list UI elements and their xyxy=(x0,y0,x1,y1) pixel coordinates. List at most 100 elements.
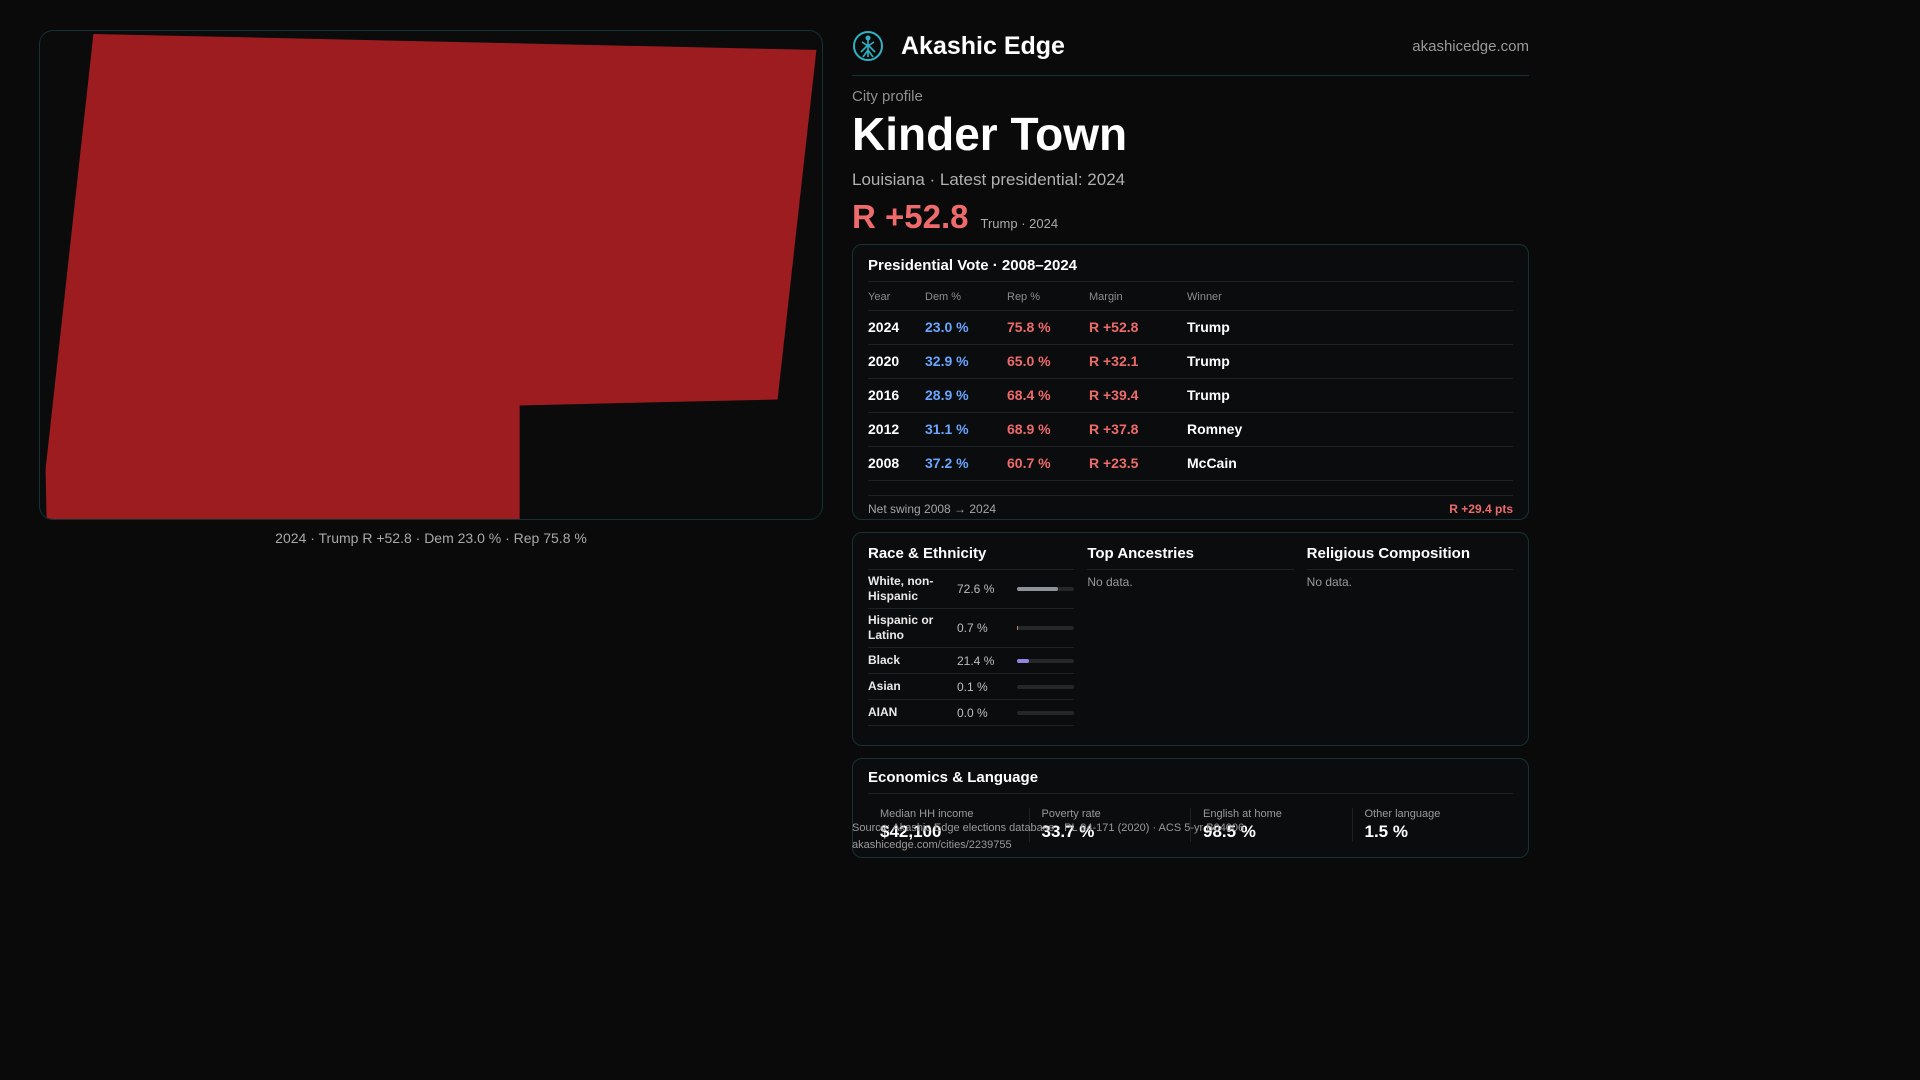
winner-cell: McCain xyxy=(1187,446,1513,481)
econ-stat-label: English at home xyxy=(1203,808,1282,820)
econ-stat: Median HH income $42,100 xyxy=(868,808,1029,842)
econ-stat-label: Poverty rate xyxy=(1041,808,1101,820)
rep-cell: 68.9 % xyxy=(1007,412,1089,447)
col-header-margin: Margin xyxy=(1089,284,1187,311)
headline-margin-block: R +52.8 Trump · 2024 xyxy=(852,198,1529,236)
map-caption: 2024 · Trump R +52.8 · Dem 23.0 % · Rep … xyxy=(275,530,587,546)
religion-empty: No data. xyxy=(1306,575,1353,589)
race-pct: 72.6 % xyxy=(957,582,995,596)
margin-cell: R +23.5 xyxy=(1089,446,1187,481)
vote-table: Year Dem % Rep % Margin Winner 2024 23.0… xyxy=(868,284,1513,481)
city-boundary-shape[interactable] xyxy=(45,33,817,519)
race-label: White, non-Hispanic xyxy=(868,574,934,603)
race-bar-track xyxy=(1017,626,1074,630)
brand-name: Akashic Edge xyxy=(901,31,1065,60)
table-row: 2016 28.9 % 68.4 % R +39.4 Trump xyxy=(868,378,1513,413)
winner-cell: Trump xyxy=(1187,378,1513,413)
econ-stat: English at home 98.5 % xyxy=(1190,808,1352,842)
race-bar-track xyxy=(1017,684,1074,689)
year-cell: 2016 xyxy=(868,378,925,413)
race-row: AIAN 0.0 % xyxy=(868,700,1075,726)
winner-cell: Romney xyxy=(1187,412,1513,447)
demographics-card: Race & Ethnicity White, non-Hispanic 72.… xyxy=(852,532,1529,746)
race-label: Asian xyxy=(868,679,901,693)
net-swing-label: Net swing 2008 → 2024 xyxy=(868,501,997,516)
econ-stat: Other language 1.5 % xyxy=(1351,808,1514,842)
econ-stat-value: 33.7 % xyxy=(1041,822,1095,841)
dem-cell: 28.9 % xyxy=(925,378,1007,413)
race-bar-track xyxy=(1017,658,1074,663)
rep-cell: 75.8 % xyxy=(1007,310,1089,345)
race-bar-fill xyxy=(1017,658,1030,663)
ancestries-section: Top Ancestries No data. xyxy=(1087,545,1294,726)
race-label: Black xyxy=(868,653,901,667)
dem-cell: 23.0 % xyxy=(925,310,1007,345)
econ-stat-value: 98.5 % xyxy=(1203,822,1256,841)
table-row: 2024 23.0 % 75.8 % R +52.8 Trump xyxy=(868,310,1513,345)
race-row: White, non-Hispanic 72.6 % xyxy=(868,570,1075,609)
vote-card-title: Presidential Vote · 2008–2024 xyxy=(868,257,1513,282)
city-permalink[interactable]: akashicedge.com/cities/2239755 xyxy=(852,838,1012,851)
col-header-rep: Rep % xyxy=(1007,284,1089,311)
race-row: Asian 0.1 % xyxy=(868,674,1075,700)
presidential-vote-card: Presidential Vote · 2008–2024 Year Dem %… xyxy=(852,244,1529,520)
col-header-dem: Dem % xyxy=(925,284,1007,311)
race-row: Hispanic or Latino 0.7 % xyxy=(868,609,1075,648)
vote-table-header: Year Dem % Rep % Margin Winner xyxy=(868,284,1513,311)
dem-cell: 31.1 % xyxy=(925,412,1007,447)
city-boundary-map xyxy=(45,33,817,519)
race-ethnicity-section: Race & Ethnicity White, non-Hispanic 72.… xyxy=(868,545,1075,726)
tree-of-life-icon xyxy=(853,31,883,61)
headline-margin-note: Trump · 2024 xyxy=(980,215,1059,231)
rep-cell: 60.7 % xyxy=(1007,446,1089,481)
race-section-title: Race & Ethnicity xyxy=(868,545,1075,570)
headline-margin: R +52.8 xyxy=(852,197,969,235)
race-row: Black 21.4 % xyxy=(868,648,1075,674)
profile-subtitle: Louisiana · Latest presidential: 2024 xyxy=(852,169,1126,189)
race-pct: 0.1 % xyxy=(957,679,988,694)
winner-cell: Trump xyxy=(1187,344,1513,379)
net-swing-row: Net swing 2008 → 2024 R +29.4 pts xyxy=(868,494,1513,516)
year-cell: 2008 xyxy=(868,446,925,481)
rep-cell: 68.4 % xyxy=(1007,378,1089,413)
religion-section: Religious Composition No data. xyxy=(1306,545,1513,726)
race-pct: 0.0 % xyxy=(957,705,988,720)
margin-cell: R +52.8 xyxy=(1089,310,1187,345)
year-cell: 2020 xyxy=(868,344,925,379)
city-map[interactable] xyxy=(39,30,823,520)
source-note: Source: Akashic Edge elections database … xyxy=(852,822,1245,834)
race-label: AIAN xyxy=(868,705,898,719)
year-cell: 2012 xyxy=(868,412,925,447)
econ-stat-value: 1.5 % xyxy=(1364,822,1408,841)
margin-cell: R +39.4 xyxy=(1089,378,1187,413)
economics-title: Economics & Language xyxy=(868,769,1513,794)
ancestries-empty: No data. xyxy=(1087,575,1133,589)
religion-title: Religious Composition xyxy=(1306,545,1513,570)
net-swing-value: R +29.4 pts xyxy=(1449,501,1513,516)
col-header-year: Year xyxy=(868,284,925,311)
table-row: 2008 37.2 % 60.7 % R +23.5 McCain xyxy=(868,446,1513,481)
econ-stat-label: Other language xyxy=(1364,808,1441,820)
race-bar-track xyxy=(1017,587,1074,591)
economics-card: Economics & Language Median HH income $4… xyxy=(852,758,1529,858)
header-divider xyxy=(852,75,1529,76)
dem-cell: 37.2 % xyxy=(925,446,1007,481)
race-pct: 0.7 % xyxy=(957,621,988,635)
table-row: 2012 31.1 % 68.9 % R +37.8 Romney xyxy=(868,412,1513,447)
ancestries-title: Top Ancestries xyxy=(1087,545,1294,570)
race-label: Hispanic or Latino xyxy=(868,613,934,642)
page-title: Kinder Town xyxy=(852,108,1128,160)
brand-bar: Akashic Edge akashicedge.com xyxy=(852,30,1529,62)
profile-header: Akashic Edge akashicedge.com City profil… xyxy=(852,30,1529,236)
table-row: 2020 32.9 % 65.0 % R +32.1 Trump xyxy=(868,344,1513,379)
race-pct: 21.4 % xyxy=(957,653,995,668)
profile-kicker: City profile xyxy=(852,88,923,105)
dem-cell: 32.9 % xyxy=(925,344,1007,379)
rep-cell: 65.0 % xyxy=(1007,344,1089,379)
brand-url-link[interactable]: akashicedge.com xyxy=(1412,37,1529,55)
margin-cell: R +37.8 xyxy=(1089,412,1187,447)
race-bar-fill xyxy=(1017,587,1059,591)
footer: Source: Akashic Edge elections database … xyxy=(852,820,1244,853)
winner-cell: Trump xyxy=(1187,310,1513,345)
econ-stat-label: Median HH income xyxy=(880,808,974,820)
